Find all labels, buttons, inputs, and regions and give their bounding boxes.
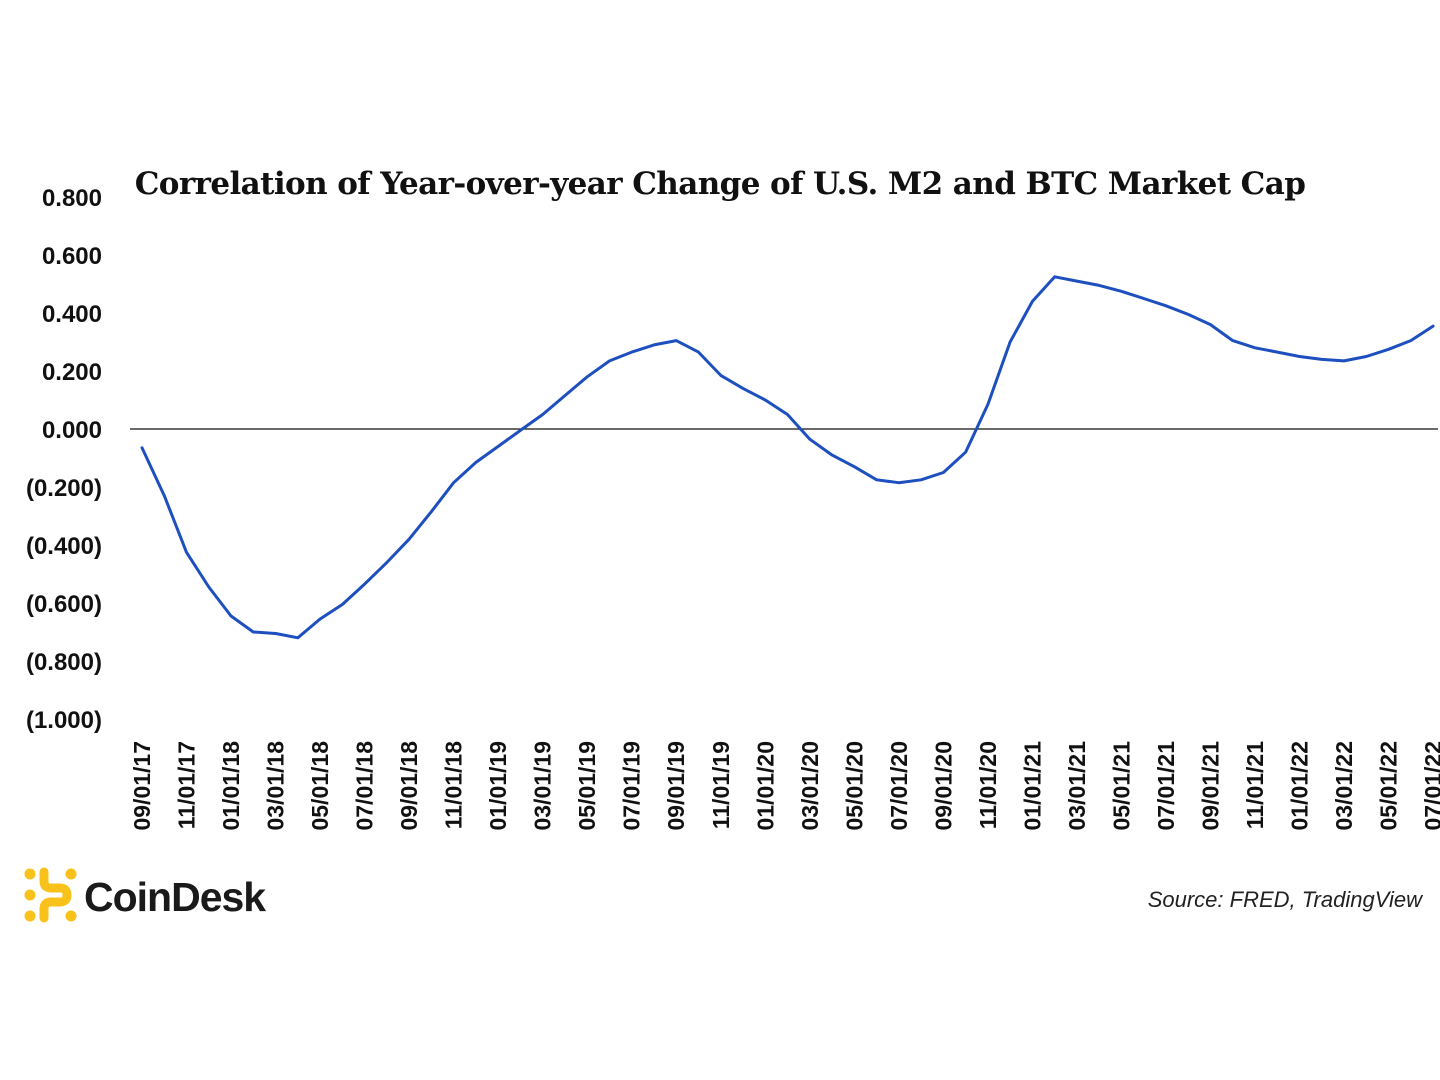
x-tick-label: 09/01/17 [129,741,155,831]
brand-name: CoinDesk [84,874,266,920]
y-tick-label: (0.800) [26,649,102,676]
x-tick-label: 11/01/19 [708,741,734,829]
x-tick-label: 09/01/18 [396,741,422,831]
chart-title: Correlation of Year-over-year Change of … [135,166,1306,202]
x-tick-label: 11/01/21 [1242,741,1268,829]
coindesk-logo: CoinDesk [24,867,267,923]
x-tick-label: 01/01/21 [1019,741,1045,831]
x-tick-label: 01/01/20 [752,741,778,831]
x-tick-label: 03/01/19 [530,741,556,831]
x-tick-label: 07/01/21 [1153,741,1179,831]
y-tick-label: (0.400) [26,533,102,560]
x-tick-label: 03/01/21 [1064,741,1090,831]
x-tick-label: 11/01/20 [975,741,1001,829]
x-tick-label: 01/01/22 [1287,741,1313,831]
x-tick-label: 03/01/20 [797,741,823,831]
x-tick-label: 07/01/18 [352,741,378,831]
y-tick-label: (1.000) [26,707,102,734]
y-tick-label: 0.600 [42,243,102,270]
x-axis-ticks: 09/01/17 11/01/17 01/01/18 03/01/18 05/01/18… [129,741,1440,831]
x-tick-label: 05/01/20 [841,741,867,831]
x-tick-label: 01/01/18 [218,741,244,831]
x-tick-label: 03/01/18 [263,741,289,831]
x-tick-label: 07/01/22 [1420,741,1440,831]
x-tick-label: 05/01/22 [1376,741,1402,831]
x-tick-label: 07/01/19 [619,741,645,831]
x-tick-label: 07/01/20 [886,741,912,831]
x-tick-label: 09/01/19 [663,741,689,831]
x-tick-label: 01/01/19 [485,741,511,831]
series-line [140,275,1435,640]
y-tick-label: 0.400 [42,301,102,328]
coindesk-logo-icon [24,867,77,923]
x-tick-label: 11/01/17 [174,741,200,829]
x-tick-label: 05/01/21 [1108,741,1134,831]
y-tick-label: 0.800 [42,185,102,212]
y-axis-ticks: 0.800 0.600 0.400 0.200 0.000 (0.200) (0.400) (… [26,185,102,734]
x-tick-label: 03/01/22 [1331,741,1357,831]
y-tick-label: (0.200) [26,475,102,502]
x-tick-label: 09/01/20 [930,741,956,831]
x-tick-label: 05/01/19 [574,741,600,831]
x-tick-label: 05/01/18 [307,741,333,831]
y-tick-label: (0.600) [26,591,102,618]
y-tick-label: 0.000 [42,417,102,444]
source-note: Source: FRED, TradingView [1148,887,1424,912]
x-tick-label: 09/01/21 [1198,741,1224,831]
y-tick-label: 0.200 [42,359,102,386]
x-tick-label: 11/01/18 [441,741,467,829]
